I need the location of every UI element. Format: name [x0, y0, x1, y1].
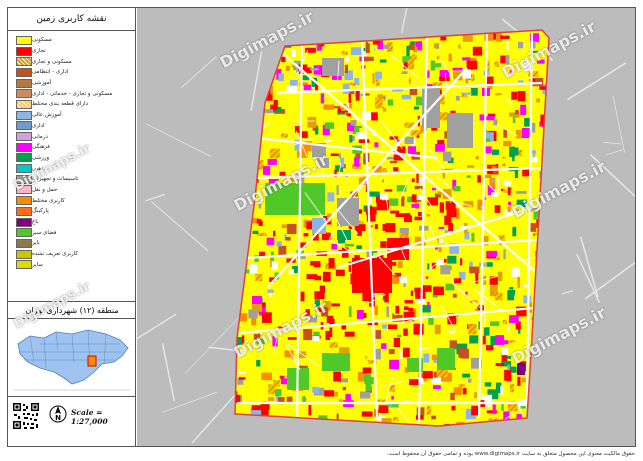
copyright-footer: حقوق مالکیت معنوی این محصول متعلق به سای… — [386, 451, 635, 457]
legend-label: اداری — [32, 122, 45, 129]
legend-label: فرهنگی — [32, 144, 50, 151]
legend-label: کاربری تعریف نشده — [32, 251, 78, 258]
legend-swatch — [16, 121, 32, 131]
legend-swatch — [16, 35, 32, 45]
legend-swatch — [16, 89, 32, 99]
legend-swatch — [16, 206, 32, 216]
legend-item: مسکونی — [12, 35, 131, 46]
legend-label: باغ — [32, 219, 39, 226]
legend-item: دارای قطعه بندی مختلط — [12, 99, 131, 110]
legend-swatch — [16, 46, 32, 56]
legend-label: آموزش عالی — [32, 112, 62, 119]
legend-item: مسکونی و تجاری — [12, 56, 131, 67]
legend-swatch — [16, 217, 32, 227]
legend-label: سایر — [32, 261, 43, 268]
map-frame — [7, 7, 636, 447]
legend-item: کاربری تعریف نشده — [12, 249, 131, 260]
legend-item: تجاری — [12, 46, 131, 57]
legend-swatch — [16, 164, 32, 174]
legend-item: پارکینگ — [12, 206, 131, 217]
legend-swatch — [16, 57, 32, 67]
legend-item: تاسیسات و تجهیزات — [12, 174, 131, 185]
legend-item: اداری - انتظامی — [12, 67, 131, 78]
legend-item: فرهنگی — [12, 142, 131, 153]
info-box: N Scale = 1:27,000 — [8, 396, 136, 438]
legend-swatch — [16, 185, 32, 195]
legend-label: مسکونی و تجاری - خدماتی - اداری — [32, 90, 113, 97]
legend-list: مسکونی تجاری مسکونی و تجاری اداری - انتظامی… — [8, 31, 135, 270]
legend-swatch — [16, 110, 32, 120]
legend-item: فضای سبز — [12, 227, 131, 238]
legend-item: درمانی — [12, 131, 131, 142]
legend-swatch — [16, 132, 32, 142]
legend-label: آموزشی — [32, 80, 52, 87]
legend-swatch — [16, 99, 32, 109]
legend-label: حمل و نقل — [32, 186, 58, 193]
legend-swatch — [16, 228, 32, 238]
legend-label: مسکونی و تجاری — [32, 58, 72, 65]
legend-swatch — [16, 78, 32, 88]
map-canvas — [137, 8, 635, 446]
legend-swatch — [16, 249, 32, 259]
legend-item: کاربری مختلط — [12, 195, 131, 206]
legend-label: کاربری مختلط — [32, 197, 65, 204]
legend-item: سایر — [12, 259, 131, 270]
north-letter: N — [55, 414, 61, 422]
legend-swatch — [16, 196, 32, 206]
north-arrow-icon: N — [49, 405, 67, 423]
legend-item: آموزش عالی — [12, 110, 131, 121]
legend-swatch — [16, 142, 32, 152]
legend-swatch — [16, 174, 32, 184]
legend-label: بایر — [32, 240, 40, 247]
legend-item: آموزشی — [12, 78, 131, 89]
legend-swatch — [16, 238, 32, 248]
legend-swatch — [16, 67, 32, 77]
qr-code — [12, 402, 40, 430]
legend-swatch — [16, 153, 32, 163]
legend-label: تجاری — [32, 48, 46, 55]
region-title: منطقه (۱۲) شهرداری تهران — [8, 301, 136, 319]
legend-title: نقشه کاربری زمین — [8, 8, 135, 31]
legend-label: مذهبی — [32, 165, 47, 172]
legend-item: مسکونی و تجاری - خدماتی - اداری — [12, 88, 131, 99]
legend-label: پارکینگ — [32, 208, 49, 215]
legend-item: بایر — [12, 238, 131, 249]
legend-item: اداری — [12, 121, 131, 132]
scale-label: Scale = 1:27,000 — [71, 408, 108, 426]
legend-label: دارای قطعه بندی مختلط — [32, 101, 89, 108]
legend-label: اداری - انتظامی — [32, 69, 69, 76]
legend-label: ورزشی — [32, 154, 50, 161]
legend-item: مذهبی — [12, 163, 131, 174]
legend-label: تاسیسات و تجهیزات — [32, 176, 79, 183]
legend-label: فضای سبز — [32, 229, 57, 236]
legend-item: ورزشی — [12, 153, 131, 164]
legend-item: باغ — [12, 217, 131, 228]
legend-swatch — [16, 260, 32, 270]
legend-item: حمل و نقل — [12, 185, 131, 196]
land-use-map[interactable]: Digimaps.ir Digimaps.ir Digimaps.ir Digi… — [137, 8, 635, 446]
legend-label: درمانی — [32, 133, 48, 140]
legend-label: مسکونی — [32, 37, 52, 44]
location-minimap — [10, 322, 134, 394]
